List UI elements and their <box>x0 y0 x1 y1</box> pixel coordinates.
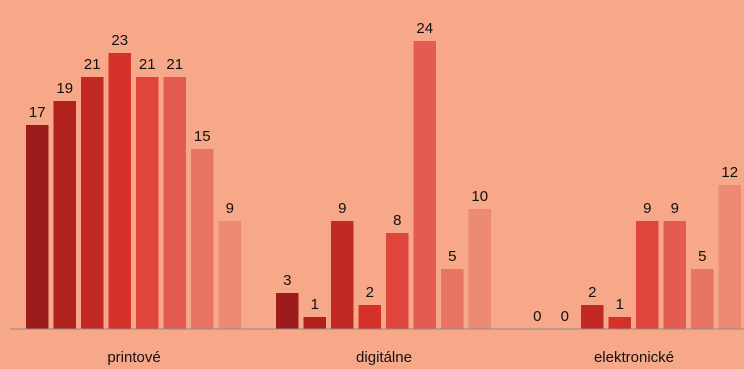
bar-2-4 <box>636 221 659 329</box>
bar-0-1 <box>53 101 76 329</box>
bar-1-0 <box>276 293 299 329</box>
bar-1-2 <box>331 221 354 329</box>
bar-0-4 <box>136 77 159 329</box>
value-label-2-2: 2 <box>588 284 596 301</box>
value-label-2-3: 1 <box>616 296 624 313</box>
bars-layer <box>26 41 741 329</box>
value-label-2-0: 0 <box>533 308 541 325</box>
value-label-0-3: 23 <box>111 32 128 49</box>
bar-2-2 <box>581 305 604 329</box>
value-label-2-7: 12 <box>721 164 738 181</box>
category-labels-layer: printové digitálne elektronické <box>107 349 674 366</box>
value-label-0-1: 19 <box>56 80 73 97</box>
bar-2-6 <box>691 269 714 329</box>
value-label-1-6: 5 <box>448 248 456 265</box>
bar-1-1 <box>303 317 326 329</box>
bar-0-0 <box>26 125 49 329</box>
value-label-2-6: 5 <box>698 248 706 265</box>
bar-1-5 <box>413 41 436 329</box>
bar-1-3 <box>358 305 381 329</box>
bar-0-2 <box>81 77 104 329</box>
value-label-2-4: 9 <box>643 200 651 217</box>
category-label-1: digitálne <box>356 349 412 366</box>
bar-1-4 <box>386 233 409 329</box>
value-label-2-5: 9 <box>671 200 679 217</box>
bar-0-5 <box>163 77 186 329</box>
value-label-1-3: 2 <box>366 284 374 301</box>
value-label-0-0: 17 <box>29 104 46 121</box>
category-label-0: printové <box>107 349 160 366</box>
bar-0-7 <box>218 221 241 329</box>
bar-0-6 <box>191 149 214 329</box>
value-label-0-2: 21 <box>84 56 101 73</box>
value-label-0-7: 9 <box>226 200 234 217</box>
bar-1-7 <box>468 209 491 329</box>
value-label-1-2: 9 <box>338 200 346 217</box>
bar-2-3 <box>608 317 631 329</box>
value-label-0-4: 21 <box>139 56 156 73</box>
value-label-2-1: 0 <box>561 308 569 325</box>
value-label-1-5: 24 <box>416 20 433 37</box>
bar-2-5 <box>663 221 686 329</box>
category-label-2: elektronické <box>594 349 674 366</box>
value-label-1-0: 3 <box>283 272 291 289</box>
value-label-0-5: 21 <box>166 56 183 73</box>
bar-1-6 <box>441 269 464 329</box>
value-label-1-7: 10 <box>471 188 488 205</box>
bar-0-3 <box>108 53 131 329</box>
value-label-0-6: 15 <box>194 128 211 145</box>
value-label-1-1: 1 <box>311 296 319 313</box>
bar-2-7 <box>718 185 741 329</box>
value-label-1-4: 8 <box>393 212 401 229</box>
